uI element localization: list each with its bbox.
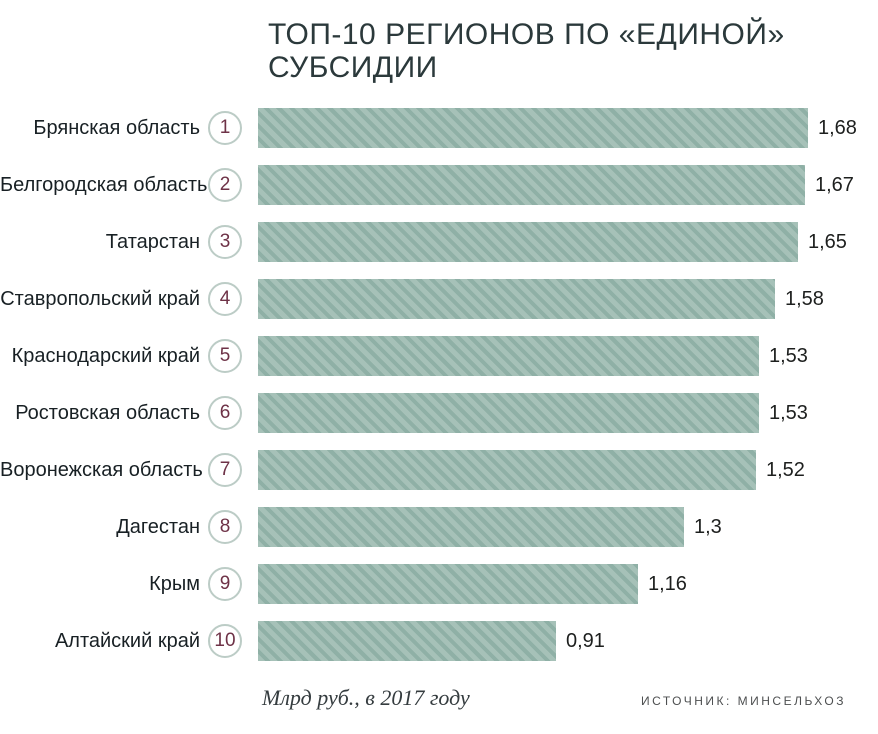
region-label: Брянская область bbox=[0, 117, 208, 140]
bar-value: 1,52 bbox=[766, 459, 805, 482]
rank-number: 2 bbox=[220, 175, 231, 194]
bar-row: Ставропольский край 4 1,58 bbox=[0, 279, 862, 319]
rank-badge: 9 bbox=[208, 567, 242, 601]
bar bbox=[258, 621, 556, 661]
rank-badge: 1 bbox=[208, 111, 242, 145]
bar-value: 1,3 bbox=[694, 516, 722, 539]
region-label: Воронежская область bbox=[0, 459, 208, 482]
region-label: Крым bbox=[0, 573, 208, 596]
bar-row: Крым 9 1,16 bbox=[0, 564, 862, 604]
rank-badge: 8 bbox=[208, 510, 242, 544]
bar-value: 1,65 bbox=[808, 231, 847, 254]
bar bbox=[258, 279, 775, 319]
rank-badge: 2 bbox=[208, 168, 242, 202]
region-label: Краснодарский край bbox=[0, 345, 208, 368]
bar bbox=[258, 450, 756, 490]
bar bbox=[258, 222, 798, 262]
bar-row: Брянская область 1 1,68 bbox=[0, 108, 862, 148]
bar-row: Алтайский край 10 0,91 bbox=[0, 621, 862, 661]
rank-number: 4 bbox=[220, 289, 231, 308]
rank-number: 5 bbox=[220, 346, 231, 365]
region-label: Ростовская область bbox=[0, 402, 208, 425]
rank-badge: 7 bbox=[208, 453, 242, 487]
source-name: МИНСЕЛЬХОЗ bbox=[738, 694, 846, 708]
rank-number: 10 bbox=[214, 631, 235, 650]
bar-row: Ростовская область 6 1,53 bbox=[0, 393, 862, 433]
rank-badge: 5 bbox=[208, 339, 242, 373]
title-line-2: СУБСИДИИ bbox=[268, 51, 438, 84]
bar-value: 1,67 bbox=[815, 174, 854, 197]
bar bbox=[258, 108, 808, 148]
rank-number: 1 bbox=[220, 118, 231, 137]
source-label: ИСТОЧНИК: МИНСЕЛЬХОЗ bbox=[641, 694, 846, 708]
bar-row: Татарстан 3 1,65 bbox=[0, 222, 862, 262]
bar-area: 1,53 bbox=[258, 336, 808, 376]
rank-badge: 6 bbox=[208, 396, 242, 430]
bar-area: 1,16 bbox=[258, 564, 687, 604]
region-label: Белгородская область bbox=[0, 174, 208, 197]
bar-area: 1,53 bbox=[258, 393, 808, 433]
rank-badge: 3 bbox=[208, 225, 242, 259]
bar-row: Дагестан 8 1,3 bbox=[0, 507, 862, 547]
title-line-1: ТОП-10 РЕГИОНОВ ПО «ЕДИНОЙ» bbox=[268, 18, 785, 51]
bar bbox=[258, 507, 684, 547]
x-axis-caption: Млрд руб., в 2017 году bbox=[262, 685, 470, 711]
bar bbox=[258, 564, 638, 604]
bar-row: Краснодарский край 5 1,53 bbox=[0, 336, 862, 376]
rank-badge: 10 bbox=[208, 624, 242, 658]
bar-area: 1,3 bbox=[258, 507, 722, 547]
bar-value: 1,53 bbox=[769, 345, 808, 368]
bar-row: Воронежская область 7 1,52 bbox=[0, 450, 862, 490]
bar-area: 1,67 bbox=[258, 165, 854, 205]
rank-badge: 4 bbox=[208, 282, 242, 316]
rank-number: 7 bbox=[220, 460, 231, 479]
bar-value: 1,68 bbox=[818, 117, 857, 140]
bar-area: 1,52 bbox=[258, 450, 805, 490]
region-label: Дагестан bbox=[0, 516, 208, 539]
region-label: Ставропольский край bbox=[0, 288, 208, 311]
bar-area: 1,65 bbox=[258, 222, 847, 262]
source-prefix: ИСТОЧНИК: bbox=[641, 694, 738, 708]
bar bbox=[258, 336, 759, 376]
rank-number: 6 bbox=[220, 403, 231, 422]
rank-number: 8 bbox=[220, 517, 231, 536]
rank-number: 9 bbox=[220, 574, 231, 593]
bar-area: 1,68 bbox=[258, 108, 857, 148]
bar bbox=[258, 165, 805, 205]
bar-area: 1,58 bbox=[258, 279, 824, 319]
region-label: Татарстан bbox=[0, 231, 208, 254]
bar-area: 0,91 bbox=[258, 621, 605, 661]
chart-footer: Млрд руб., в 2017 году ИСТОЧНИК: МИНСЕЛЬ… bbox=[0, 685, 862, 711]
bar-value: 1,58 bbox=[785, 288, 824, 311]
rank-number: 3 bbox=[220, 232, 231, 251]
chart-container: ТОП-10 РЕГИОНОВ ПО «ЕДИНОЙ» СУБСИДИИ Бря… bbox=[0, 0, 878, 734]
bar-row: Белгородская область 2 1,67 bbox=[0, 165, 862, 205]
bar-value: 0,91 bbox=[566, 630, 605, 653]
region-label: Алтайский край bbox=[0, 630, 208, 653]
bar bbox=[258, 393, 759, 433]
bar-value: 1,16 bbox=[648, 573, 687, 596]
bar-value: 1,53 bbox=[769, 402, 808, 425]
chart-title: ТОП-10 РЕГИОНОВ ПО «ЕДИНОЙ» СУБСИДИИ bbox=[268, 18, 862, 84]
bar-rows: Брянская область 1 1,68 Белгородская област… bbox=[0, 108, 862, 661]
